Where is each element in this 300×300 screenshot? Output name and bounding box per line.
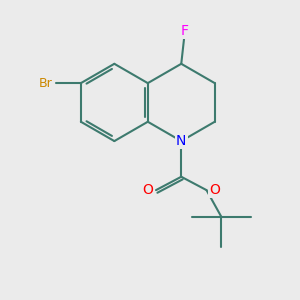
- Text: F: F: [180, 23, 188, 38]
- Text: N: N: [176, 134, 186, 148]
- Text: Br: Br: [39, 76, 53, 90]
- Text: O: O: [209, 183, 220, 197]
- Text: O: O: [142, 183, 153, 197]
